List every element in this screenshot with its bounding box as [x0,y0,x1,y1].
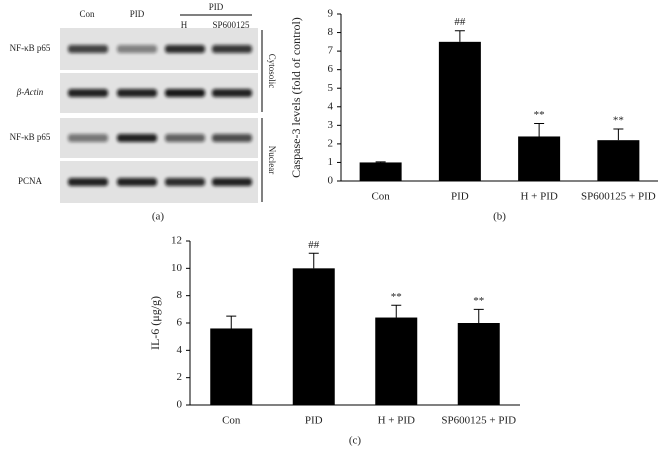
bar [375,317,418,405]
y-tick-label: 12 [171,235,182,247]
band [68,89,108,97]
fraction-label: Nuclear [267,146,277,174]
y-tick-label: 5 [328,82,334,94]
band [212,134,252,142]
y-tick-label: 3 [328,119,334,131]
lane-label: PID [130,9,145,19]
western-blot: PID Con PID H SP600125 NF-κB p65 β-Actin… [10,2,277,222]
y-axis-label: Caspase-3 levels (fold of control) [289,17,303,178]
band [165,45,205,53]
significance-label: ## [454,16,466,28]
band [165,134,205,142]
significance-label: ** [473,295,484,307]
lane-label: Con [79,9,95,19]
bar [210,328,253,405]
x-tick-label: SP600125 + PID [441,415,516,427]
significance-label: ** [613,115,624,127]
y-tick-label: 10 [171,262,183,274]
y-tick-label: 1 [328,156,334,168]
band [165,178,205,186]
y-tick-label: 9 [328,8,334,20]
y-tick-label: 4 [328,100,334,112]
group-label: PID [209,2,224,12]
y-tick-label: 6 [177,317,183,329]
band [117,89,157,97]
x-tick-label: H + PID [520,191,557,203]
y-tick-label: 8 [177,289,183,301]
band [68,178,108,186]
y-tick-label: 7 [328,45,334,57]
significance-label: ## [308,239,320,251]
lane-label: H [181,20,188,30]
band [117,178,157,186]
significance-label: ** [534,109,545,121]
error-bar [391,304,402,318]
panel-label: (a) [152,211,165,223]
error-bar [375,161,386,163]
lane-label: SP600125 [212,20,250,30]
bar [597,140,640,181]
x-tick-label: Con [222,415,241,427]
y-tick-label: 0 [328,175,334,187]
band [117,45,157,53]
band [68,45,108,53]
error-bar [226,315,237,329]
panel-label: (b) [493,211,506,223]
y-tick-label: 6 [328,63,334,75]
band [212,89,252,97]
row-label: NF-κB p65 [10,132,51,142]
bar [359,162,402,181]
error-bar [454,30,465,42]
bar [292,268,335,405]
y-tick-label: 2 [177,371,183,383]
row-label: PCNA [18,176,43,186]
band [212,45,252,53]
y-axis-label: IL-6 (μg/g) [148,296,162,350]
bar [457,323,500,405]
error-bar [534,122,545,137]
x-tick-label: Con [371,191,390,203]
panel-label: (c) [349,435,362,447]
x-tick-label: PID [305,415,323,427]
row-label: NF-κB p65 [10,43,51,53]
bar [518,136,561,181]
bar [438,41,481,182]
x-tick-label: H + PID [378,415,415,427]
y-tick-label: 4 [177,344,183,356]
row-label: β-Actin [16,87,44,97]
x-tick-label: SP600125 + PID [581,191,656,203]
x-tick-label: PID [451,191,469,203]
band [68,134,108,142]
fraction-label: Cytosolic [267,54,277,89]
band [165,89,205,97]
y-tick-label: 0 [177,399,183,411]
error-bar [473,308,484,323]
error-bar [308,252,319,269]
error-bar [613,128,624,141]
significance-label: ** [391,291,402,303]
band [212,178,252,186]
band [117,134,157,142]
y-tick-label: 8 [328,26,334,38]
y-tick-label: 2 [328,137,334,149]
